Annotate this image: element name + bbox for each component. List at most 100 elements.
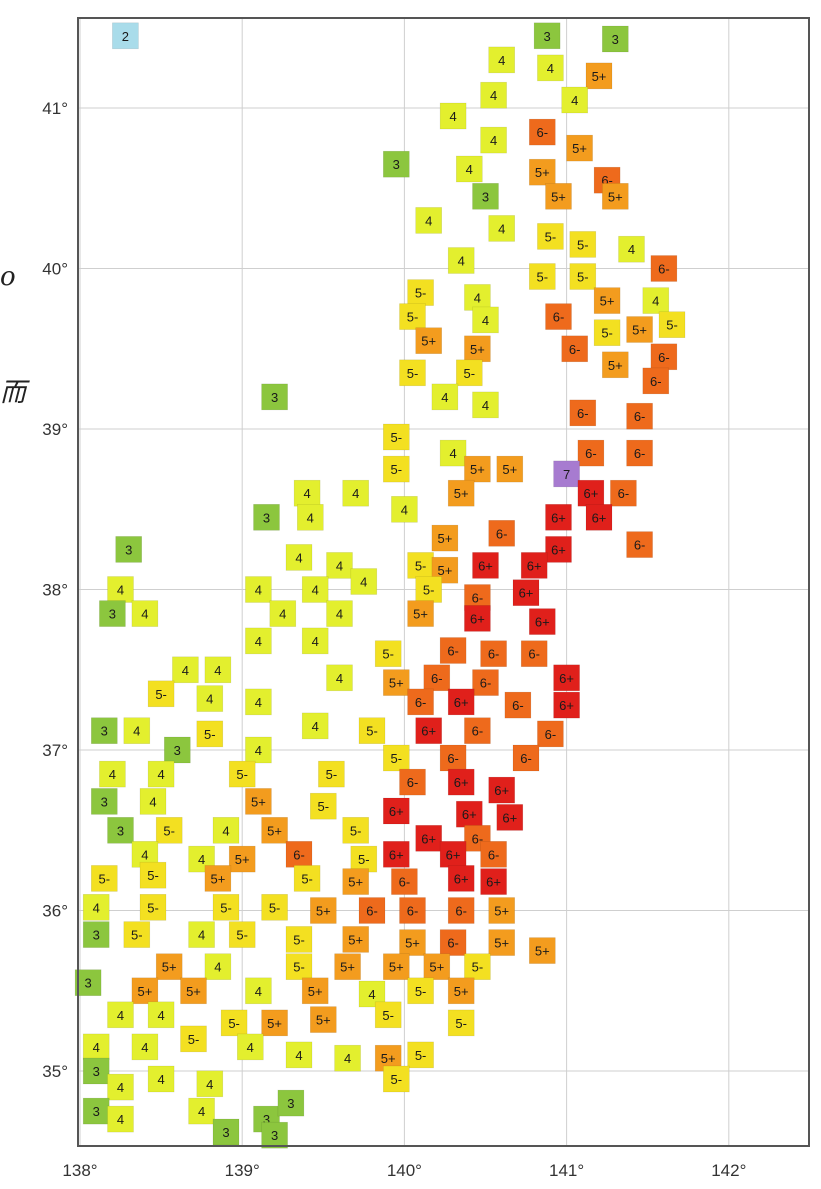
station-square: [407, 977, 434, 1005]
station-square: [382, 744, 410, 772]
station-intensity-label: 3: [482, 189, 489, 204]
station-marker: 5-: [123, 921, 151, 948]
station-marker: 4: [472, 306, 499, 334]
station-intensity-label: 5+: [551, 189, 566, 204]
station-intensity-label: 4: [133, 724, 140, 739]
station-square: [382, 150, 410, 178]
station-intensity-label: 4: [490, 88, 497, 103]
station-marker: 5-: [374, 640, 402, 668]
station-marker: 3: [82, 921, 110, 948]
station-intensity-label: 5+: [162, 960, 177, 975]
station-marker: 5-: [342, 816, 370, 844]
station-intensity-label: 5-: [147, 900, 159, 915]
station-intensity-label: 5+: [316, 904, 331, 919]
station-intensity-label: 3: [174, 743, 181, 758]
station-marker: 4: [326, 552, 353, 579]
station-square: [569, 263, 597, 290]
map-frame: [77, 17, 810, 1147]
cropped-side-glyph-bottom: 而: [0, 378, 27, 408]
station-square: [472, 183, 499, 210]
station-intensity-label: 3: [93, 1104, 100, 1119]
station-marker: 6-: [512, 744, 540, 772]
station-intensity-label: 4: [490, 133, 497, 148]
station-marker: 6-: [480, 840, 507, 868]
station-marker: 6+: [577, 479, 605, 507]
station-intensity-label: 4: [255, 634, 262, 649]
station-intensity-label: 5-: [472, 960, 484, 975]
station-intensity-label: 5-: [188, 1032, 200, 1047]
station-square: [237, 1033, 264, 1061]
latitude-label: 41°: [42, 99, 68, 118]
station-intensity-label: 6-: [658, 262, 670, 277]
station-square: [91, 717, 118, 745]
station-marker: 5-: [212, 893, 240, 921]
station-square: [488, 897, 516, 924]
station-intensity-label: 6+: [421, 724, 436, 739]
station-marker: 6-: [577, 439, 605, 467]
station-marker: 6-: [480, 640, 507, 668]
station-intensity-label: 4: [425, 213, 432, 228]
station-intensity-label: 6-: [407, 904, 419, 919]
station-square: [131, 1033, 159, 1061]
station-intensity-label: 4: [182, 663, 189, 678]
station-intensity-label: 3: [287, 1096, 294, 1111]
station-intensity-label: 5+: [267, 1016, 282, 1031]
station-marker: 5-: [382, 744, 410, 772]
station-marker: 4: [245, 736, 272, 764]
station-intensity-label: 4: [498, 221, 505, 236]
station-intensity-label: 4: [368, 987, 375, 1002]
station-marker: 5-: [382, 455, 410, 483]
station-intensity-label: 5+: [494, 904, 509, 919]
station-marker: 5-: [318, 760, 345, 788]
station-square: [610, 479, 637, 507]
station-marker: 6+: [472, 552, 499, 579]
station-square: [431, 524, 459, 552]
station-intensity-label: 6-: [447, 751, 459, 766]
station-square: [358, 717, 386, 745]
station-square: [196, 1070, 224, 1098]
station-square: [520, 640, 548, 668]
station-marker: 4: [642, 287, 670, 314]
station-marker: 4: [618, 235, 645, 263]
latitude-tick-labels: 35° 36° 37° 38° 39° 40° 41°: [42, 99, 68, 1081]
station-intensity-label: 6-: [399, 875, 411, 890]
station-intensity-label: 6-: [634, 446, 646, 461]
station-square: [528, 263, 556, 290]
station-marker: 5+: [309, 897, 337, 924]
station-marker: 4: [439, 102, 467, 130]
station-intensity-label: 5-: [293, 932, 305, 947]
station-intensity-label: 3: [101, 724, 108, 739]
station-marker: 5+: [228, 845, 256, 873]
station-marker: 4: [488, 46, 516, 74]
station-marker: 5+: [431, 524, 459, 552]
station-intensity-label: 5-: [407, 310, 419, 325]
station-marker: 6+: [447, 768, 475, 796]
station-intensity-label: 5-: [415, 286, 427, 301]
station-intensity-label: 4: [401, 502, 408, 517]
station-square: [537, 223, 564, 250]
station-square: [480, 81, 507, 109]
station-square: [261, 816, 288, 844]
station-intensity-label: 6-: [585, 446, 597, 461]
station-marker: 6+: [496, 804, 524, 831]
station-square: [447, 897, 475, 924]
station-marker: 6-: [545, 303, 572, 330]
station-marker: 5+: [488, 929, 516, 956]
latitude-label: 39°: [42, 420, 68, 439]
station-intensity-label: 5+: [267, 823, 282, 838]
station-marker: 5-: [147, 680, 175, 708]
station-square: [399, 929, 426, 956]
station-square: [577, 479, 605, 507]
station-intensity-label: 4: [109, 767, 116, 782]
station-square: [245, 627, 272, 655]
station-square: [180, 1025, 207, 1053]
station-marker: 5-: [407, 1041, 434, 1069]
station-intensity-label: 6+: [446, 847, 461, 862]
station-square: [464, 455, 491, 483]
station-square: [74, 969, 102, 997]
station-square: [228, 921, 256, 948]
station-intensity-label: 6-: [528, 647, 540, 662]
latitude-label: 37°: [42, 741, 68, 760]
station-square: [488, 46, 516, 74]
station-intensity-label: 4: [198, 1104, 205, 1119]
